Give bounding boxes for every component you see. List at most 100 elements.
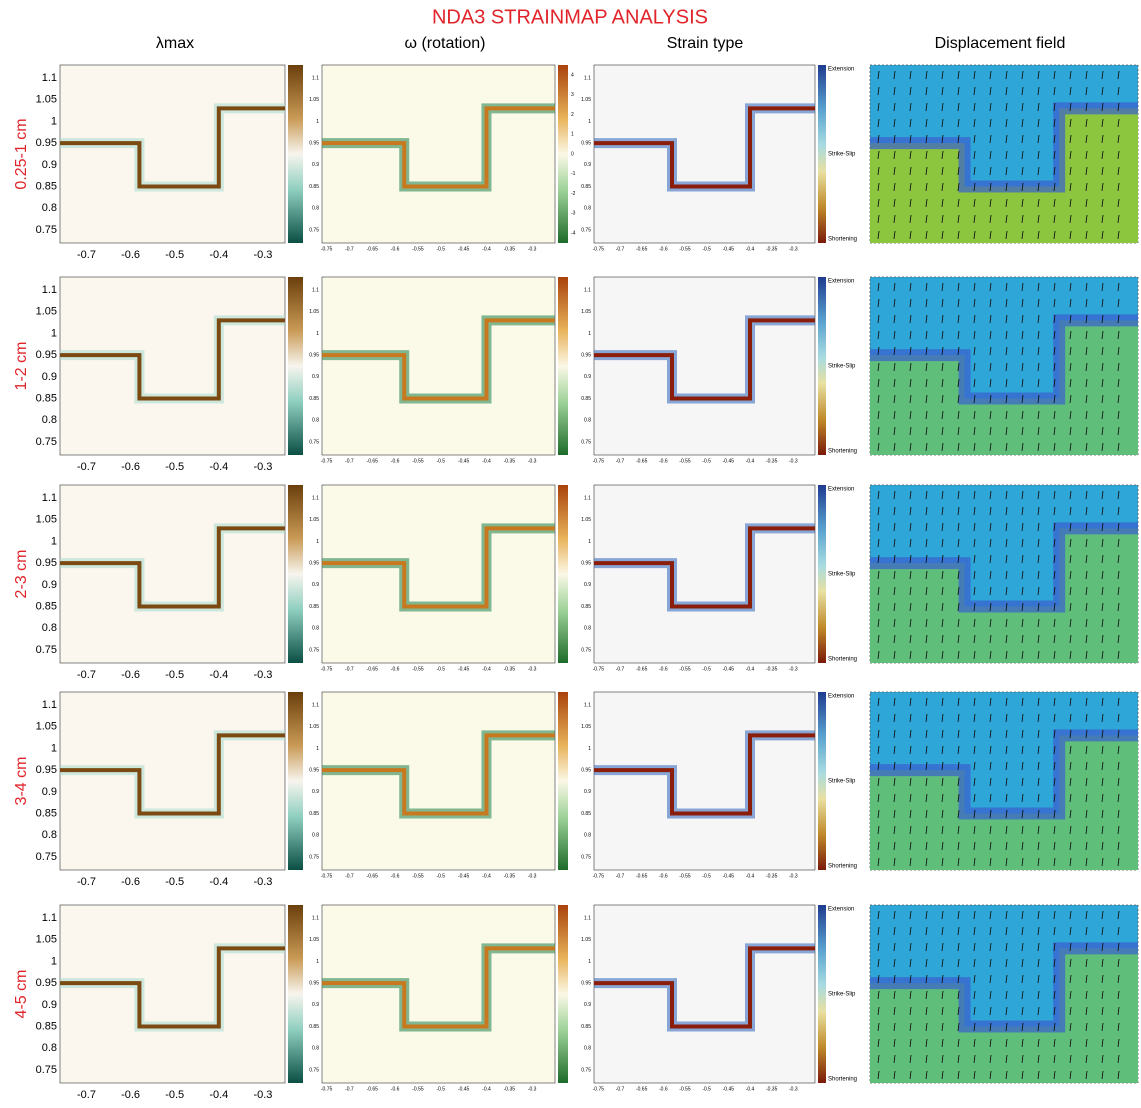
displacement-arrow <box>1069 958 1072 968</box>
displacement-arrow <box>1069 230 1072 240</box>
displacement-arrow <box>893 166 896 176</box>
displacement-arrow <box>1005 282 1008 292</box>
displacement-arrow <box>973 926 976 936</box>
displacement-arrow <box>877 793 880 803</box>
colorbar-tick-label: 2 <box>571 112 574 118</box>
displacement-arrow <box>909 697 912 707</box>
displacement-arrow <box>1021 1006 1024 1016</box>
y-tick-label: 0.8 <box>42 1042 57 1054</box>
y-tick-label: 0.85 <box>36 600 57 612</box>
displacement-arrow <box>957 713 960 723</box>
x-tick-label: -0.35 <box>766 1086 778 1092</box>
displacement-arrow <box>1053 570 1056 580</box>
y-tick-label: 1.05 <box>309 937 319 943</box>
displacement-arrow <box>1085 745 1088 755</box>
displacement-arrow <box>1053 910 1056 920</box>
displacement-arrow <box>909 602 912 612</box>
y-tick-label: 1 <box>316 331 319 337</box>
x-tick-label: -0.65 <box>367 1086 379 1092</box>
displacement-arrow <box>877 314 880 324</box>
displacement-arrow <box>925 990 928 1000</box>
displacement-arrow <box>989 602 992 612</box>
colorbar-label: Strike-Slip <box>828 364 856 370</box>
displacement-arrow <box>893 857 896 867</box>
colorbar-label: Extension <box>828 487 854 493</box>
x-tick-label: -0.55 <box>412 666 424 672</box>
displacement-arrow <box>893 282 896 292</box>
x-tick-label: -0.35 <box>504 873 516 879</box>
displacement-arrow <box>1117 182 1120 192</box>
displacement-arrow <box>909 538 912 548</box>
displacement-arrow <box>973 282 976 292</box>
displacement-arrow <box>1101 538 1104 548</box>
displacement-arrow <box>1005 990 1008 1000</box>
y-tick-label: 0.9 <box>584 1002 591 1008</box>
displacement-arrow <box>1085 102 1088 112</box>
displacement-arrow <box>893 230 896 240</box>
displacement-arrow <box>941 841 944 851</box>
y-tick-label: 0.75 <box>36 1064 57 1076</box>
displacement-arrow <box>1085 809 1088 819</box>
displacement-arrow <box>1005 926 1008 936</box>
displacement-arrow <box>973 990 976 1000</box>
displacement-arrow <box>1101 974 1104 984</box>
x-tick-label: -0.7 <box>616 458 625 464</box>
displacement-arrow <box>973 554 976 564</box>
displacement-arrow <box>909 394 912 404</box>
displacement-arrow <box>957 809 960 819</box>
displacement-arrow <box>957 166 960 176</box>
displacement-arrow <box>957 745 960 755</box>
displacement-arrow <box>909 330 912 340</box>
displacement-arrow <box>1085 650 1088 660</box>
colorbar <box>558 65 568 243</box>
y-tick-label: 1.1 <box>584 75 591 81</box>
panel: -0.75 -0.7 -0.65 -0.6 -0.55 -0.5 -0.45 -0.4 -0.3… <box>309 276 568 464</box>
colorbar <box>558 905 568 1083</box>
displacement-arrow <box>909 618 912 628</box>
displacement-arrow <box>1021 793 1024 803</box>
y-tick-label: 1.1 <box>584 915 591 921</box>
x-tick-label: -0.65 <box>636 666 648 672</box>
displacement-arrow <box>1005 1054 1008 1064</box>
displacement-arrow <box>989 538 992 548</box>
y-tick-label: 0.9 <box>42 579 57 591</box>
colorbar <box>288 692 303 870</box>
displacement-arrow <box>989 1022 992 1032</box>
displacement-arrow <box>941 1022 944 1032</box>
displacement-arrow <box>1085 857 1088 867</box>
displacement-arrow <box>925 86 928 96</box>
x-tick-label: -0.7 <box>616 666 625 672</box>
displacement-arrow <box>1117 618 1120 628</box>
displacement-arrow <box>1021 426 1024 436</box>
displacement-arrow <box>1117 394 1120 404</box>
displacement-arrow <box>909 70 912 80</box>
displacement-arrow <box>1053 990 1056 1000</box>
displacement-arrow <box>973 1022 976 1032</box>
displacement-arrow <box>957 634 960 644</box>
y-tick-label: 0.85 <box>36 180 57 192</box>
x-tick-label: -0.45 <box>723 246 735 252</box>
displacement-arrow <box>1101 330 1104 340</box>
displacement-arrow <box>877 1070 880 1080</box>
displacement-arrow <box>1053 974 1056 984</box>
displacement-arrow <box>989 554 992 564</box>
displacement-arrow <box>1037 490 1040 500</box>
displacement-arrow <box>989 958 992 968</box>
displacement-arrow <box>1037 86 1040 96</box>
displacement-arrow <box>1101 86 1104 96</box>
displacement-arrow <box>1069 150 1072 160</box>
displacement-arrow <box>877 1006 880 1016</box>
displacement-arrow <box>1005 86 1008 96</box>
colorbar-label: Strike-Slip <box>828 152 856 158</box>
y-tick-label: 1 <box>316 539 319 545</box>
x-tick-label: -0.3 <box>789 666 798 672</box>
displacement-arrow <box>941 857 944 867</box>
displacement-arrow <box>1117 538 1120 548</box>
displacement-arrow <box>893 990 896 1000</box>
y-tick-label: 1.1 <box>584 287 591 293</box>
displacement-arrow <box>893 793 896 803</box>
displacement-arrow <box>1005 618 1008 628</box>
displacement-arrow <box>1053 230 1056 240</box>
y-tick-label: 0.8 <box>42 202 57 214</box>
displacement-arrow <box>957 1022 960 1032</box>
